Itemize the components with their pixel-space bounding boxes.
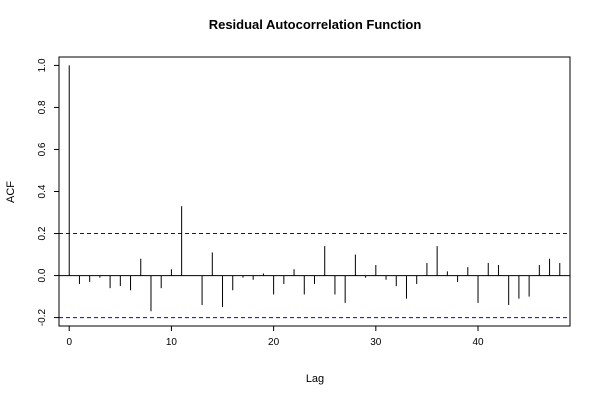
y-tick-label: 1.0 xyxy=(37,58,48,72)
y-axis: -0.2 0.0 0.2 0.4 0.6 0.8 1.0 xyxy=(37,58,60,327)
y-tick-label: 0.4 xyxy=(37,184,48,198)
chart-title: Residual Autocorrelation Function xyxy=(209,17,422,32)
confidence-bounds xyxy=(59,233,570,319)
x-tick-label: 10 xyxy=(166,337,178,348)
y-tick-label: 0.2 xyxy=(37,226,48,240)
y-tick-label: 0.0 xyxy=(37,268,48,282)
x-tick-label: 40 xyxy=(472,337,484,348)
y-tick-label: 0.8 xyxy=(37,100,48,114)
y-axis-label: ACF xyxy=(5,181,17,203)
acf-bars xyxy=(68,65,561,312)
x-axis: 0 10 20 30 40 xyxy=(66,325,484,348)
y-tick-label: 0.6 xyxy=(37,142,48,156)
x-tick-label: 0 xyxy=(66,337,72,348)
x-axis-label: Lag xyxy=(306,373,324,385)
x-tick-label: 20 xyxy=(268,337,280,348)
x-tick-label: 30 xyxy=(370,337,382,348)
plot-frame xyxy=(58,56,571,327)
y-tick-label: -0.2 xyxy=(37,309,48,327)
